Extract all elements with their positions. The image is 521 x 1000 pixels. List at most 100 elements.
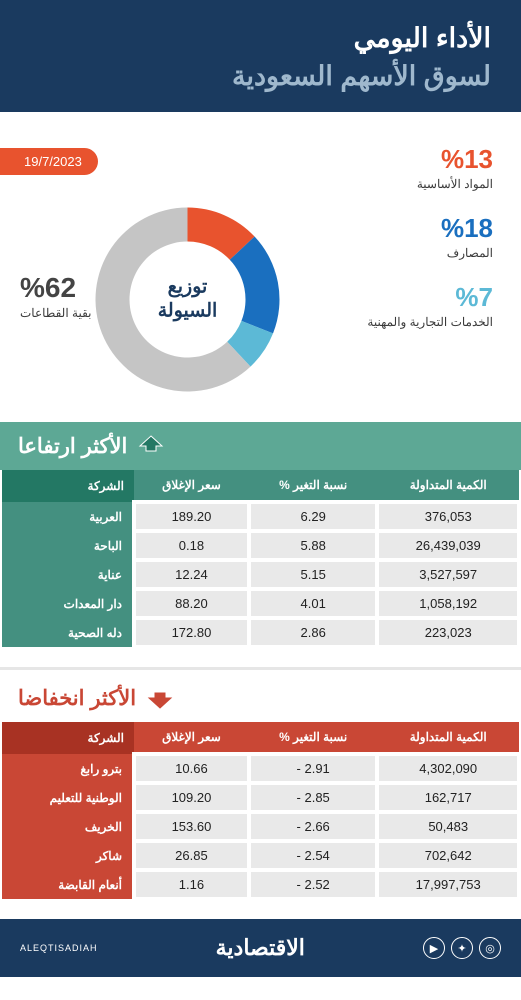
col-change: نسبة التغير % [249, 470, 378, 502]
donut-chart: توزيع السيولة [90, 202, 285, 397]
cell-close: 109.20 [134, 783, 249, 812]
cell-volume: 702,642 [377, 841, 519, 870]
donut-center-line2: السيولة [158, 301, 218, 322]
legend-pct: %7 [455, 282, 493, 313]
col-change: نسبة التغير % [249, 722, 378, 754]
cell-close: 10.66 [134, 754, 249, 783]
table-row: 4,302,090- 2.9110.66بترو رابغ [2, 754, 519, 783]
footer-brand: الاقتصادية [216, 935, 305, 961]
cell-company: العربية [2, 502, 134, 531]
cell-close: 26.85 [134, 841, 249, 870]
cell-change: 2.86 [249, 618, 378, 647]
table-header-row: الكمية المتداولة نسبة التغير % سعر الإغل… [2, 470, 519, 502]
col-volume: الكمية المتداولة [377, 722, 519, 754]
cell-volume: 162,717 [377, 783, 519, 812]
donut-center-line1: توزيع [168, 276, 208, 297]
cell-close: 88.20 [134, 589, 249, 618]
table-row: 702,642- 2.5426.85شاكر [2, 841, 519, 870]
table-row: 26,439,0395.880.18الباحة [2, 531, 519, 560]
date-badge: 19/7/2023 [0, 148, 98, 175]
cell-change: 4.01 [249, 589, 378, 618]
cell-volume: 4,302,090 [377, 754, 519, 783]
header: الأداء اليومي لسوق الأسهم السعودية [0, 0, 521, 112]
page-title: الأداء اليومي لسوق الأسهم السعودية [232, 20, 491, 96]
gainers-table: الكمية المتداولة نسبة التغير % سعر الإغل… [0, 470, 521, 649]
cell-volume: 3,527,597 [377, 560, 519, 589]
legend-pct: %18 [441, 213, 493, 244]
cell-volume: 50,483 [377, 812, 519, 841]
cell-close: 12.24 [134, 560, 249, 589]
divider [0, 667, 521, 670]
cell-change: 5.88 [249, 531, 378, 560]
legend-label: المواد الأساسية [303, 177, 493, 191]
cell-close: 0.18 [134, 531, 249, 560]
cell-company: شاكر [2, 841, 134, 870]
col-company: الشركة [2, 722, 134, 754]
cell-company: بترو رابغ [2, 754, 134, 783]
cell-company: عناية [2, 560, 134, 589]
col-close: سعر الإغلاق [134, 722, 249, 754]
twitter-icon[interactable]: ✦ [451, 937, 473, 959]
col-company: الشركة [2, 470, 134, 502]
cell-company: الخريف [2, 812, 134, 841]
donut-section: 19/7/2023 توزيع السيولة %13 المواد الأسا… [0, 112, 521, 422]
cell-change: - 2.91 [249, 754, 378, 783]
legend-pct: %13 [441, 144, 493, 175]
losers-table: الكمية المتداولة نسبة التغير % سعر الإغل… [0, 722, 521, 901]
cell-volume: 1,058,192 [377, 589, 519, 618]
cell-company: أنعام القابضة [2, 870, 134, 899]
cell-change: - 2.52 [249, 870, 378, 899]
col-close: سعر الإغلاق [134, 470, 249, 502]
cell-company: الباحة [2, 531, 134, 560]
legend-pct: %62 [20, 272, 76, 304]
social-icons: ◎ ✦ ▶ [423, 937, 501, 959]
cell-volume: 17,997,753 [377, 870, 519, 899]
legend-label: الخدمات التجارية والمهنية [303, 315, 493, 329]
cell-company: الوطنية للتعليم [2, 783, 134, 812]
instagram-icon[interactable]: ◎ [479, 937, 501, 959]
legend-item-banks: %18 المصارف [303, 213, 493, 260]
gainers-title: الأكثر ارتفاعا [18, 434, 127, 459]
cell-company: دار المعدات [2, 589, 134, 618]
losers-title: الأكثر انخفاضا [18, 686, 136, 711]
cell-close: 172.80 [134, 618, 249, 647]
legend-item-services: %7 الخدمات التجارية والمهنية [303, 282, 493, 329]
losers-header: الأكثر انخفاضا [0, 674, 521, 722]
cell-close: 153.60 [134, 812, 249, 841]
cell-company: دله الصحية [2, 618, 134, 647]
title-line-2: لسوق الأسهم السعودية [232, 61, 491, 91]
footer: ◎ ✦ ▶ الاقتصادية ALEQTISADIAH [0, 919, 521, 977]
cell-volume: 223,023 [377, 618, 519, 647]
losers-section: الأكثر انخفاضا الكمية المتداولة نسبة الت… [0, 674, 521, 901]
arrow-down-icon [146, 684, 174, 712]
cell-change: 6.29 [249, 502, 378, 531]
cell-close: 189.20 [134, 502, 249, 531]
cell-change: - 2.54 [249, 841, 378, 870]
cell-volume: 26,439,039 [377, 531, 519, 560]
table-row: 223,0232.86172.80دله الصحية [2, 618, 519, 647]
table-header-row: الكمية المتداولة نسبة التغير % سعر الإغل… [2, 722, 519, 754]
cell-change: - 2.66 [249, 812, 378, 841]
infographic-page: الأداء اليومي لسوق الأسهم السعودية 19/7/… [0, 0, 521, 977]
table-row: 1,058,1924.0188.20دار المعدات [2, 589, 519, 618]
gainers-section: الأكثر ارتفاعا الكمية المتداولة نسبة الت… [0, 422, 521, 649]
table-row: 162,717- 2.85109.20الوطنية للتعليم [2, 783, 519, 812]
arrow-up-icon [137, 432, 165, 460]
col-volume: الكمية المتداولة [377, 470, 519, 502]
cell-close: 1.16 [134, 870, 249, 899]
legend-item-rest: %62 بقية القطاعات [20, 272, 91, 320]
table-row: 50,483- 2.66153.60الخريف [2, 812, 519, 841]
legend-item-materials: %13 المواد الأساسية [303, 144, 493, 191]
gainers-header: الأكثر ارتفاعا [0, 422, 521, 470]
table-row: 17,997,753- 2.521.16أنعام القابضة [2, 870, 519, 899]
cell-volume: 376,053 [377, 502, 519, 531]
table-row: 376,0536.29189.20العربية [2, 502, 519, 531]
youtube-icon[interactable]: ▶ [423, 937, 445, 959]
legend-label: المصارف [303, 246, 493, 260]
donut-center-label: توزيع السيولة [158, 275, 218, 324]
legend: %13 المواد الأساسية %18 المصارف %7 الخدم… [303, 144, 493, 351]
table-row: 3,527,5975.1512.24عناية [2, 560, 519, 589]
footer-handle: ALEQTISADIAH [20, 943, 98, 953]
cell-change: 5.15 [249, 560, 378, 589]
cell-change: - 2.85 [249, 783, 378, 812]
